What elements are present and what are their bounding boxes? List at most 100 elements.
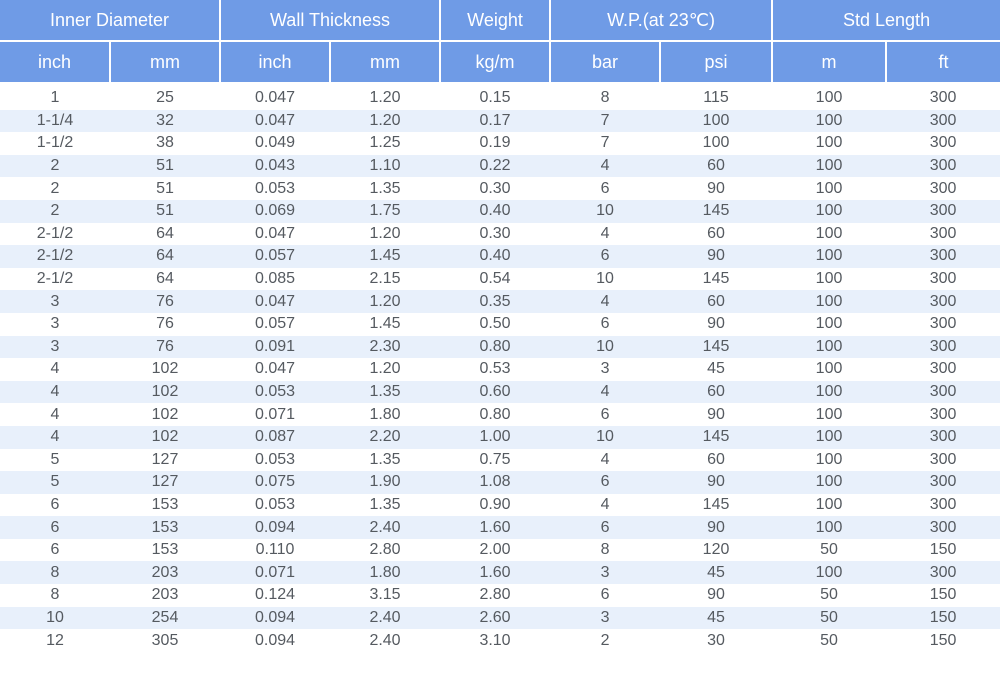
table-row: 6 153 0.094 2.40 1.60 6 90 100 300 <box>0 516 1000 539</box>
cell-length-m: 50 <box>772 629 887 652</box>
cell-wall-inch: 0.075 <box>220 471 330 494</box>
cell-wp-psi: 90 <box>660 584 773 607</box>
cell-id-mm: 51 <box>110 154 220 178</box>
table-row: 4 102 0.087 2.20 1.00 10 145 100 300 <box>0 425 1000 449</box>
table-row: 4 102 0.047 1.20 0.53 3 45 100 300 <box>0 358 1000 381</box>
cell-length-ft: 300 <box>886 290 1000 313</box>
cell-wall-mm: 2.80 <box>330 538 441 562</box>
table-row: 12 305 0.094 2.40 3.10 2 30 50 150 <box>0 629 1000 652</box>
cell-wall-mm: 1.35 <box>330 493 441 517</box>
cell-wp-bar: 6 <box>550 312 661 336</box>
cell-weight-kgm: 0.30 <box>440 177 551 200</box>
cell-length-ft: 300 <box>886 109 1000 133</box>
cell-wall-inch: 0.110 <box>220 538 330 562</box>
header-spacer <box>0 82 1000 87</box>
cell-wall-inch: 0.069 <box>220 199 330 223</box>
cell-weight-kgm: 0.80 <box>440 335 551 359</box>
cell-wp-bar: 7 <box>550 109 661 133</box>
cell-wall-mm: 2.15 <box>330 267 441 291</box>
cell-wp-bar: 6 <box>550 516 661 539</box>
cell-wp-bar: 2 <box>550 629 661 652</box>
cell-id-inch: 2 <box>0 154 110 178</box>
cell-weight-kgm: 0.30 <box>440 222 551 246</box>
cell-id-mm: 76 <box>110 290 220 313</box>
cell-id-inch: 2-1/2 <box>0 222 110 246</box>
table-row: 4 102 0.071 1.80 0.80 6 90 100 300 <box>0 403 1000 426</box>
cell-wall-inch: 0.094 <box>220 606 330 630</box>
cell-length-m: 100 <box>772 199 887 223</box>
cell-wall-inch: 0.047 <box>220 358 330 381</box>
cell-id-inch: 3 <box>0 312 110 336</box>
table-row: 2-1/2 64 0.047 1.20 0.30 4 60 100 300 <box>0 222 1000 246</box>
unit-header-length-ft: ft <box>886 41 1000 82</box>
cell-wp-psi: 145 <box>660 267 773 291</box>
cell-wall-inch: 0.094 <box>220 629 330 652</box>
group-header-row: Inner Diameter Wall Thickness Weight W.P… <box>0 0 1000 42</box>
table-row: 2-1/2 64 0.085 2.15 0.54 10 145 100 300 <box>0 267 1000 291</box>
cell-length-ft: 300 <box>886 199 1000 223</box>
table-row: 1-1/4 32 0.047 1.20 0.17 7 100 100 300 <box>0 109 1000 133</box>
cell-length-m: 100 <box>772 561 887 585</box>
header-working-pressure: W.P.(at 23℃) <box>550 0 774 42</box>
cell-wp-psi: 90 <box>660 312 773 336</box>
cell-wp-bar: 10 <box>550 199 661 223</box>
cell-length-m: 100 <box>772 87 887 110</box>
cell-weight-kgm: 1.00 <box>440 425 551 449</box>
cell-wall-inch: 0.087 <box>220 425 330 449</box>
cell-wp-psi: 145 <box>660 493 773 517</box>
cell-wall-mm: 2.40 <box>330 606 441 630</box>
cell-length-ft: 150 <box>886 538 1000 562</box>
cell-wall-inch: 0.057 <box>220 312 330 336</box>
cell-length-m: 100 <box>772 380 887 404</box>
cell-id-inch: 6 <box>0 516 110 539</box>
cell-wp-psi: 60 <box>660 290 773 313</box>
cell-id-inch: 8 <box>0 584 110 607</box>
cell-wp-bar: 6 <box>550 403 661 426</box>
cell-wall-inch: 0.047 <box>220 109 330 133</box>
table-row: 2-1/2 64 0.057 1.45 0.40 6 90 100 300 <box>0 245 1000 268</box>
cell-length-m: 100 <box>772 493 887 517</box>
cell-wall-mm: 2.20 <box>330 425 441 449</box>
cell-weight-kgm: 0.90 <box>440 493 551 517</box>
cell-wall-inch: 0.053 <box>220 448 330 472</box>
cell-wall-inch: 0.085 <box>220 267 330 291</box>
header-spacer-cell <box>0 82 1000 87</box>
table-row: 2 51 0.053 1.35 0.30 6 90 100 300 <box>0 177 1000 200</box>
cell-id-inch: 5 <box>0 471 110 494</box>
cell-wall-mm: 1.90 <box>330 471 441 494</box>
cell-weight-kgm: 3.10 <box>440 629 551 652</box>
cell-wall-mm: 1.80 <box>330 403 441 426</box>
cell-length-m: 100 <box>772 132 887 155</box>
cell-id-inch: 5 <box>0 448 110 472</box>
cell-wp-bar: 10 <box>550 425 661 449</box>
table-row: 4 102 0.053 1.35 0.60 4 60 100 300 <box>0 380 1000 404</box>
cell-length-m: 50 <box>772 584 887 607</box>
cell-wall-inch: 0.071 <box>220 561 330 585</box>
cell-length-ft: 300 <box>886 245 1000 268</box>
cell-wall-mm: 2.40 <box>330 516 441 539</box>
cell-id-mm: 153 <box>110 538 220 562</box>
cell-wp-bar: 4 <box>550 493 661 517</box>
cell-wp-bar: 3 <box>550 358 661 381</box>
cell-id-inch: 4 <box>0 403 110 426</box>
table-row: 8 203 0.124 3.15 2.80 6 90 50 150 <box>0 584 1000 607</box>
cell-length-ft: 300 <box>886 177 1000 200</box>
cell-wall-mm: 1.25 <box>330 132 441 155</box>
cell-wall-inch: 0.047 <box>220 290 330 313</box>
cell-length-ft: 300 <box>886 403 1000 426</box>
cell-wp-psi: 100 <box>660 132 773 155</box>
cell-id-inch: 1-1/2 <box>0 132 110 155</box>
cell-length-ft: 300 <box>886 312 1000 336</box>
cell-wall-inch: 0.047 <box>220 87 330 110</box>
unit-header-id-inch: inch <box>0 41 111 82</box>
cell-id-mm: 102 <box>110 358 220 381</box>
cell-wall-inch: 0.091 <box>220 335 330 359</box>
header-std-length: Std Length <box>772 0 1000 42</box>
cell-wall-mm: 2.30 <box>330 335 441 359</box>
cell-id-inch: 4 <box>0 425 110 449</box>
cell-length-m: 50 <box>772 606 887 630</box>
cell-id-mm: 32 <box>110 109 220 133</box>
cell-wp-bar: 10 <box>550 335 661 359</box>
cell-wall-mm: 1.45 <box>330 245 441 268</box>
cell-id-mm: 305 <box>110 629 220 652</box>
